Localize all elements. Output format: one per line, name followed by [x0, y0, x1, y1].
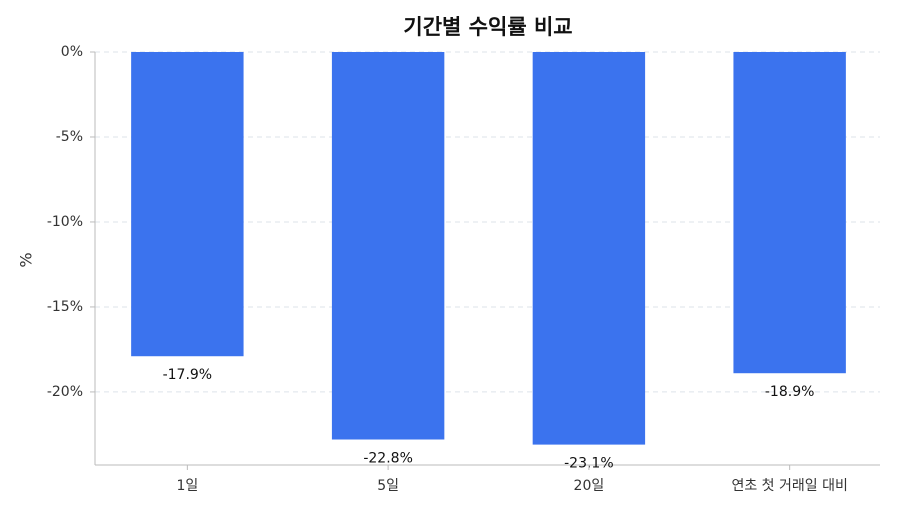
value-label: -17.9%	[163, 367, 213, 383]
x-tick-label: 20일	[574, 478, 605, 494]
y-tick-label: 0%	[61, 44, 83, 60]
y-tick-label: -15%	[47, 299, 83, 315]
x-tick-label: 5일	[377, 478, 399, 494]
chart-title: 기간별 수익률 비교	[403, 15, 572, 39]
y-tick-label: -10%	[47, 214, 83, 230]
x-tick-label: 연초 첫 거래일 대비	[731, 478, 847, 494]
bar	[733, 52, 846, 374]
bar	[131, 52, 244, 357]
value-label: -18.9%	[765, 384, 815, 400]
bar	[532, 52, 646, 445]
bar	[331, 52, 445, 440]
y-tick-label: -5%	[56, 129, 83, 145]
y-axis-label: %	[17, 252, 36, 267]
value-label: -22.8%	[363, 451, 413, 467]
x-tick-label: 1일	[176, 478, 198, 494]
value-label: -23.1%	[564, 456, 614, 472]
y-tick-label: -20%	[47, 384, 83, 400]
